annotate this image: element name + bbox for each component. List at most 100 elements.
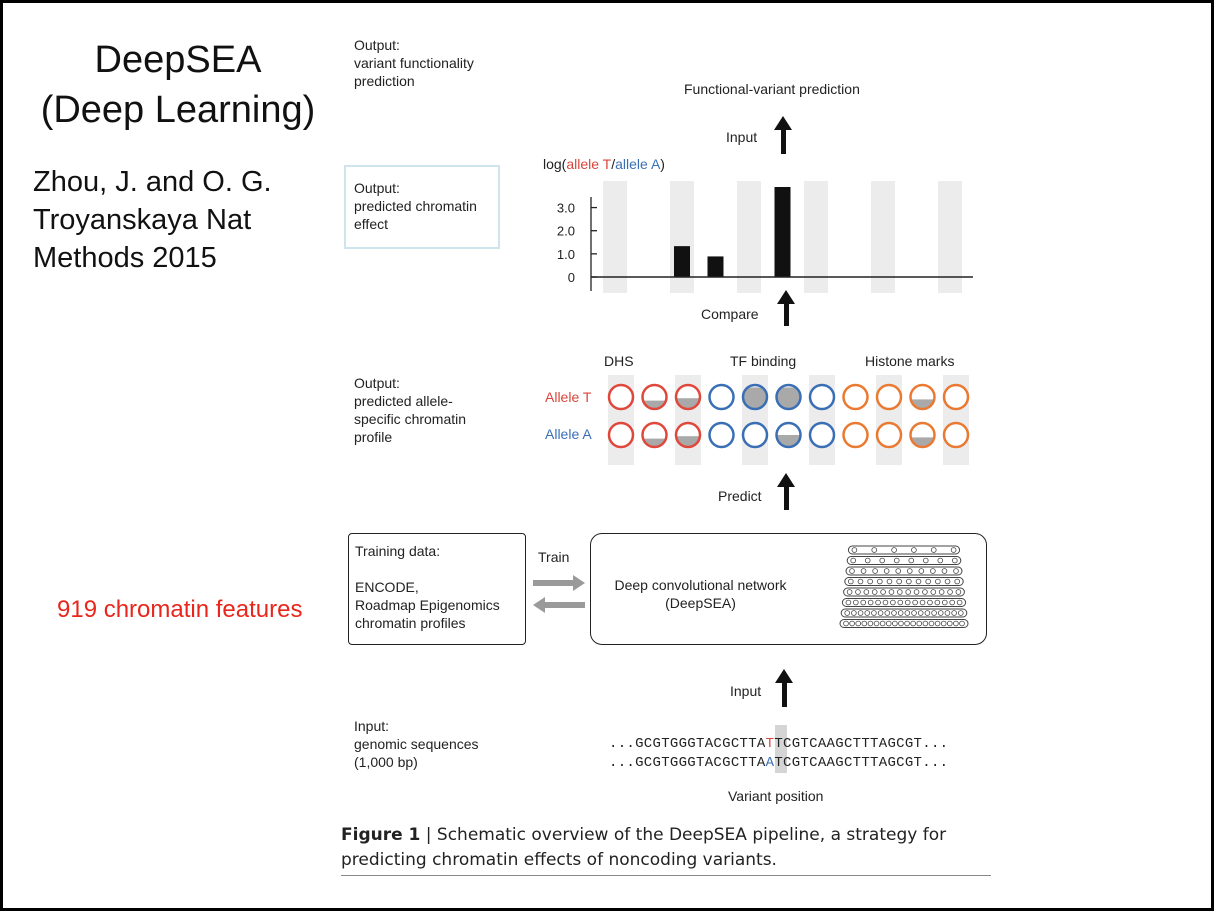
allele-circle <box>808 383 836 411</box>
output2-line2: predicted chromatin <box>354 198 477 214</box>
allele-circle <box>942 421 970 449</box>
training-data-box: Training data: ENCODE, Roadmap Epigenomi… <box>348 533 526 645</box>
chart-bar <box>707 256 724 277</box>
allele-circle <box>808 421 836 449</box>
allele-circle <box>842 421 869 449</box>
nn-layer <box>840 608 968 618</box>
training-line4: chromatin profiles <box>355 615 466 631</box>
nn-node <box>922 589 928 595</box>
caption-line2: predicting chromatin effects of noncodin… <box>341 850 777 870</box>
nn-node <box>885 620 892 627</box>
nn-node <box>930 547 937 553</box>
nn-node <box>893 557 900 564</box>
allele-circle <box>875 383 903 411</box>
chart-column-band <box>737 181 761 293</box>
slide-title-line1: DeepSEA <box>94 39 262 81</box>
chart-bar <box>674 246 690 277</box>
input-label-top: Input <box>726 129 758 145</box>
nn-node <box>849 620 855 627</box>
nn-node <box>930 568 936 574</box>
citation-line1: Zhou, J. and O. G. <box>33 166 272 198</box>
nn-node <box>924 610 931 616</box>
figure-caption: Figure 1 | Schematic overview of the Dee… <box>341 823 1001 873</box>
nn-node <box>928 620 935 627</box>
output1-line2: variant functionality <box>354 55 474 71</box>
nn-node <box>892 620 898 627</box>
allele-circle <box>741 383 769 411</box>
network-line1: Deep convolutional network <box>614 577 787 593</box>
neural-network-icon <box>839 545 969 628</box>
nn-node <box>912 599 918 606</box>
nn-node <box>905 589 911 595</box>
nn-node <box>864 557 871 564</box>
chart-ytick: 0 <box>568 270 575 285</box>
output2-line1: Output: <box>354 180 400 196</box>
nn-layer <box>844 577 964 586</box>
chromatin-features-note: 919 chromatin features <box>57 596 303 623</box>
input-seq-line1: Input: <box>354 718 390 734</box>
nn-node <box>953 620 959 627</box>
nn-node <box>857 610 864 616</box>
nn-node <box>872 568 878 574</box>
functional-variant-prediction: Functional-variant prediction <box>684 81 860 97</box>
nn-node <box>904 599 911 606</box>
nn-node <box>958 610 964 616</box>
nn-node <box>897 589 903 595</box>
nn-node <box>911 610 917 616</box>
output-variant-functionality: Output: variant functionality prediction <box>354 36 474 90</box>
nn-node <box>937 610 944 616</box>
training-line3: Roadmap Epigenomics <box>355 597 500 613</box>
output3-line2: predicted allele- <box>354 393 453 409</box>
chart-column-band <box>804 181 828 293</box>
nn-layer <box>843 587 965 597</box>
nn-node <box>922 620 929 627</box>
nn-node <box>871 610 877 616</box>
nn-node <box>860 599 867 606</box>
nn-node <box>904 620 910 627</box>
nn-node <box>955 589 962 595</box>
output-chromatin-effect-box: Output: predicted chromatin effect <box>344 165 500 249</box>
output1-line1: Output: <box>354 37 400 53</box>
allele-profile-circles <box>607 375 970 465</box>
output3-line4: profile <box>354 429 393 445</box>
chart-ytick: 2.0 <box>557 224 575 239</box>
chart-column-band <box>938 181 962 293</box>
nn-node <box>879 620 886 627</box>
nn-node <box>873 620 880 627</box>
nn-node <box>877 610 884 616</box>
input-genomic-sequences: Input: genomic sequences (1,000 bp) <box>354 717 479 771</box>
nn-node <box>946 620 953 627</box>
training-line1: Training data: <box>355 543 441 559</box>
citation-line3: Methods 2015 <box>33 242 217 274</box>
input-seq-line2: genomic sequences <box>354 736 479 752</box>
chart-ytick: 1.0 <box>557 247 575 262</box>
nn-node <box>925 578 931 585</box>
allele-circle <box>641 421 668 449</box>
nn-node <box>877 578 883 585</box>
nn-node <box>880 589 886 595</box>
chart-column-band <box>603 181 627 293</box>
output3-line3: specific chromatin <box>354 411 467 427</box>
up-arrow-icon <box>777 473 795 510</box>
nn-node <box>891 547 897 553</box>
sequence-allele-t: ...GCGTGGGTACGCTTATTCGTCAAGCTTTAGCGT... <box>609 736 949 752</box>
output2-line3: effect <box>354 216 388 232</box>
nn-node <box>867 599 874 606</box>
citation-line2: Troyanskaya Nat <box>33 204 252 236</box>
allele-circle <box>775 383 802 411</box>
nn-node <box>935 578 941 585</box>
output3-line1: Output: <box>354 375 400 391</box>
nn-node <box>886 578 893 585</box>
nn-node <box>934 599 941 606</box>
nn-node <box>871 589 878 595</box>
nn-node <box>846 589 853 595</box>
nn-node <box>855 620 862 627</box>
nn-node <box>851 547 858 553</box>
nn-node <box>871 547 878 553</box>
nn-node <box>897 599 904 606</box>
nn-node <box>888 589 895 595</box>
nn-node <box>956 599 963 606</box>
sequence-allele-a: ...GCGTGGGTACGCTTAATCGTCAAGCTTTAGCGT... <box>609 755 949 771</box>
allele-circle <box>942 383 970 411</box>
nn-node <box>857 578 864 585</box>
